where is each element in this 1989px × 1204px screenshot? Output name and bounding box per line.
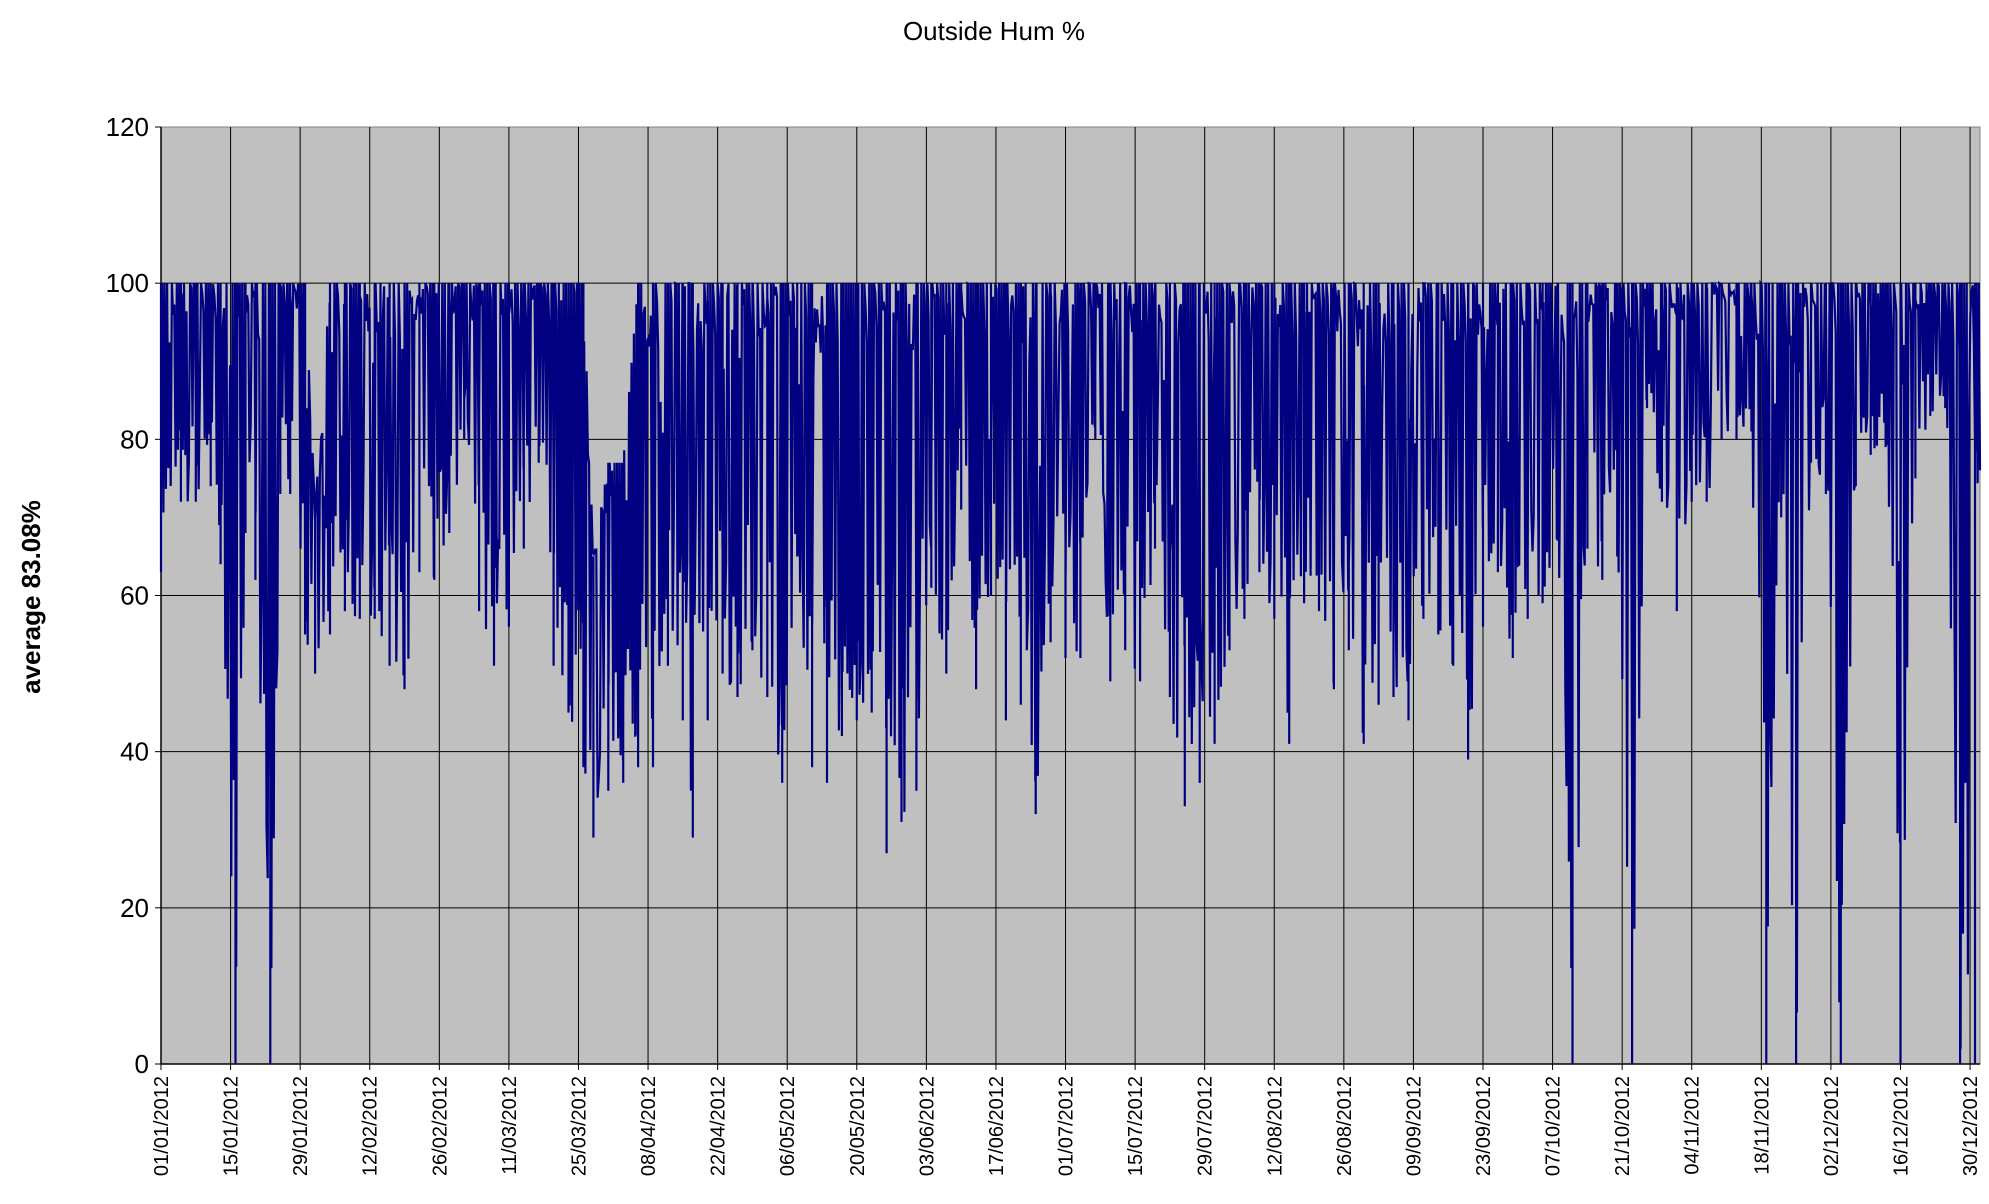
x-tick-label: 01/01/2012 [151,1076,173,1176]
x-tick-label: 07/10/2012 [1543,1076,1565,1176]
x-tick-label: 25/03/2012 [568,1076,590,1176]
y-tick-label: 20 [120,893,149,923]
x-tick-label: 16/12/2012 [1890,1076,1912,1176]
x-tick-label: 11/03/2012 [499,1076,521,1175]
x-tick-label: 17/06/2012 [986,1076,1008,1176]
x-tick-label: 21/10/2012 [1612,1076,1634,1176]
x-tick-label: 20/05/2012 [847,1076,869,1176]
x-tick-label: 12/02/2012 [360,1076,382,1176]
y-axis-label: average 83.08% [16,500,46,694]
x-tick-label: 15/01/2012 [221,1076,243,1176]
y-tick-label: 0 [135,1049,149,1079]
x-tick-label: 30/12/2012 [1960,1076,1982,1176]
y-tick-label: 80 [120,424,149,454]
x-tick-label: 29/01/2012 [290,1076,312,1176]
chart-title: Outside Hum % [903,16,1085,46]
x-tick-label: 15/07/2012 [1125,1076,1147,1176]
x-tick-label: 18/11/2012 [1751,1076,1773,1175]
x-tick-label: 02/12/2012 [1821,1076,1843,1176]
x-tick-label: 09/09/2012 [1403,1076,1425,1176]
x-tick-label: 08/04/2012 [638,1076,660,1176]
y-tick-label: 60 [120,581,149,611]
x-tick-label: 01/07/2012 [1056,1076,1078,1176]
x-tick-label: 29/07/2012 [1195,1076,1217,1176]
x-tick-label: 22/04/2012 [708,1076,730,1176]
humidity-series-line [159,279,1982,1064]
x-tick-label: 04/11/2012 [1682,1076,1704,1175]
x-tick-label: 23/09/2012 [1473,1076,1495,1176]
x-tick-label: 26/02/2012 [429,1076,451,1176]
x-tick-label: 12/08/2012 [1264,1076,1286,1176]
y-tick-label: 40 [120,737,149,767]
y-tick-label: 100 [106,268,149,298]
x-tick-label: 06/05/2012 [777,1076,799,1176]
x-tick-label: 03/06/2012 [916,1076,938,1176]
plot-area: 0 20 40 60 80 100 120 01/01/2012 15/01/2012 29/01… [106,112,1982,1176]
y-tick-label: 120 [106,112,149,142]
x-tick-label: 26/08/2012 [1334,1076,1356,1176]
